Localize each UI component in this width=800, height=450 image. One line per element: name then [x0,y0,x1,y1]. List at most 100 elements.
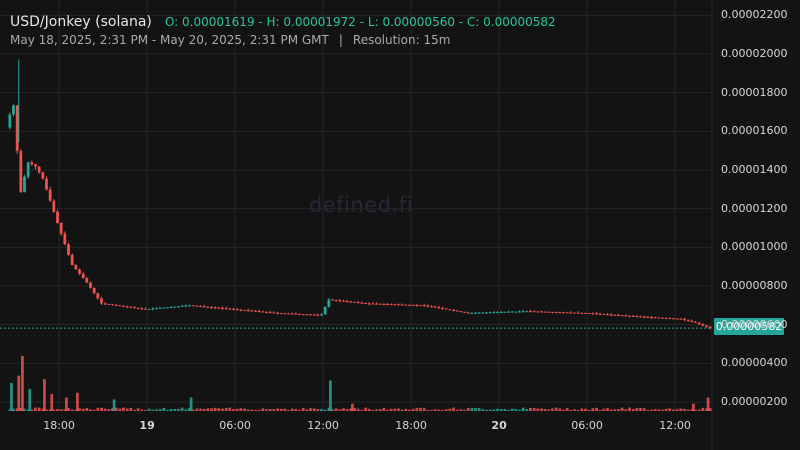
candle-body [287,313,290,315]
volume-bar [426,409,430,411]
candle-body [81,273,85,279]
candle-body [272,312,276,314]
candle-body [532,311,536,313]
volume-bar [635,407,639,411]
volume-bar [133,409,136,411]
volume-bar [444,409,448,411]
volume-spike [189,397,193,411]
volume-bar [657,409,661,411]
volume-spike [50,393,54,411]
candle-body [492,312,496,314]
volume-spike [351,403,354,411]
volume-bar [122,407,125,411]
candle-body [228,308,232,310]
candle-body [620,315,624,317]
volume-bar [151,409,155,411]
candle-body [133,307,136,309]
volume-bar [254,409,257,411]
volume-bar [507,409,510,411]
volume-bar [283,408,287,411]
candle-body [576,312,580,314]
candle-body [503,311,507,313]
candle-body [283,313,287,315]
volume-bar [78,408,81,411]
volume-bar [631,409,635,411]
candle-body [664,317,668,319]
candle-body [217,307,221,309]
volume-bar [70,409,74,411]
candle-body [257,311,261,313]
candlesticks [8,59,712,330]
candle-body [195,305,199,307]
candle-body [543,311,547,313]
candle-body [510,311,514,313]
volume-bar [250,409,254,411]
candle-body [59,222,63,234]
candle-body [184,305,188,307]
volume-bar [221,408,224,411]
volume-bar [67,408,70,411]
candle-body [158,307,162,309]
candle-body [485,312,488,314]
chart-subheader: May 18, 2025, 2:31 PM - May 20, 2025, 2:… [10,33,450,47]
volume-bar [470,407,474,411]
volume-bar [404,408,408,411]
candle-body [327,299,331,307]
candle-body [562,312,565,314]
candle-body [74,265,78,270]
x-tick-label: 12:00 [659,419,691,432]
volume-bar [261,408,265,411]
candle-body [305,314,309,316]
candle-body [635,316,639,318]
volume-bar [114,407,118,411]
candle-body [250,310,254,312]
candle-body [155,308,158,310]
volume-bar [697,409,701,411]
volume-bar [668,408,672,411]
candle-body [224,308,228,310]
volume-bar [279,408,283,411]
candle-body [569,312,573,314]
candle-body [298,313,301,315]
volume-bar [587,409,591,411]
volume-bar [602,408,606,411]
volume-bar [309,408,312,411]
volume-bar [701,407,705,411]
volume-bar [580,408,584,411]
candle-body [488,312,492,314]
volume-bar [591,408,595,411]
candle-body [276,312,279,314]
candle-body [323,306,327,315]
candle-body [591,313,595,315]
volume-bar [422,408,426,411]
volume-bar [565,408,569,411]
candle-body [477,312,481,314]
volume-spike [706,397,710,411]
y-tick-label: 0.00000400 [721,356,788,370]
candle-body [290,313,294,315]
candle-body [125,306,129,308]
volume-bar [397,408,400,411]
volume-bar [705,408,708,411]
candle-body [279,313,283,315]
last-price-badge: 0.00000582 [714,318,784,335]
y-tick-label: 0.00002000 [721,47,788,60]
candle-body [173,306,177,308]
candle-body [232,308,235,310]
candle-body [547,311,551,313]
volume-bar [224,407,228,411]
candle-body [617,315,620,317]
volume-bar [708,408,712,411]
candle-body [624,315,628,317]
volume-bar [492,409,496,411]
candle-body [140,308,144,310]
candle-body [430,306,433,308]
volume-bar [81,408,85,411]
volume-bar [584,408,587,411]
candle-body [448,309,452,311]
candle-body [221,307,224,309]
candle-body [459,311,463,313]
candle-body [668,318,672,320]
volume-bar [342,408,345,411]
